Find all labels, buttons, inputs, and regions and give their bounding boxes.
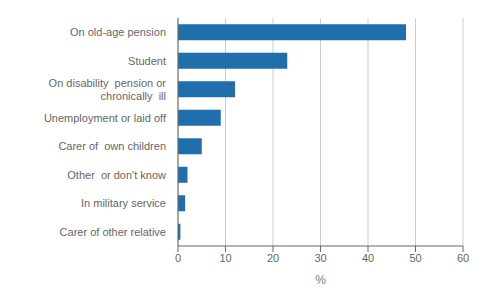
svg-text:40: 40 bbox=[362, 252, 374, 264]
svg-text:Unemployment or laid off: Unemployment or laid off bbox=[44, 112, 167, 124]
svg-text:30: 30 bbox=[314, 252, 326, 264]
svg-text:0: 0 bbox=[175, 252, 181, 264]
svg-text:On disability pension orchron: On disability pension orchronically ill bbox=[49, 77, 167, 102]
svg-text:Other or don't know: Other or don't know bbox=[67, 169, 166, 181]
svg-text:In military service: In military service bbox=[81, 197, 166, 209]
svg-text:20: 20 bbox=[267, 252, 279, 264]
svg-text:%: % bbox=[315, 273, 326, 287]
svg-text:Student: Student bbox=[128, 55, 166, 67]
svg-text:10: 10 bbox=[219, 252, 231, 264]
svg-text:60: 60 bbox=[457, 252, 469, 264]
svg-text:Carer of other relative: Carer of other relative bbox=[60, 226, 166, 238]
svg-text:50: 50 bbox=[409, 252, 421, 264]
svg-text:On old-age pension: On old-age pension bbox=[70, 26, 166, 38]
svg-text:Carer of own children: Carer of own children bbox=[58, 140, 166, 152]
